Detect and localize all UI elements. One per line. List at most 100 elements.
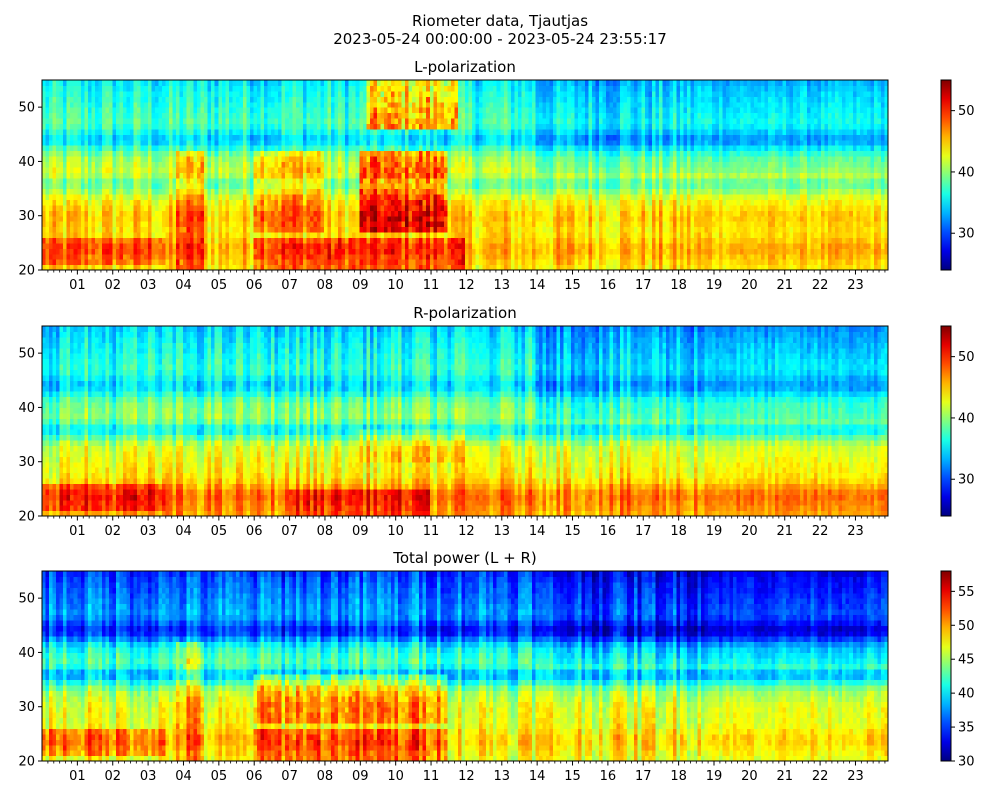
heatmap-cell (91, 243, 95, 249)
heatmap-cell (113, 161, 117, 167)
heatmap-cell (141, 189, 145, 195)
heatmap-cell (49, 129, 53, 135)
heatmap-cell (144, 156, 148, 162)
heatmap-cell (98, 221, 102, 227)
heatmap-cell (144, 254, 148, 260)
heatmap-cell (105, 227, 109, 233)
heatmap-cell (120, 85, 124, 91)
heatmap-cell (49, 237, 53, 243)
heatmap-cell (109, 96, 113, 102)
heatmap-cell (74, 167, 78, 173)
heatmap-cell (53, 118, 57, 124)
heatmap-cell (208, 237, 212, 243)
heatmap-cell (155, 210, 159, 216)
heatmap-cell (130, 123, 134, 129)
heatmap-cell (190, 102, 194, 108)
heatmap-cell (137, 85, 141, 91)
heatmap-cell (194, 199, 198, 205)
heatmap-cell (77, 107, 81, 113)
heatmap-cell (130, 156, 134, 162)
heatmap-cell (102, 140, 106, 146)
heatmap-cell (77, 113, 81, 119)
heatmap-cell (187, 91, 191, 97)
heatmap-cell (130, 210, 134, 216)
heatmap-cell (88, 123, 92, 129)
heatmap-cell (60, 134, 64, 140)
heatmap-cell (74, 232, 78, 238)
heatmap-cell (56, 237, 60, 243)
heatmap-cell (91, 205, 95, 211)
heatmap-cell (148, 216, 152, 222)
heatmap-cell (169, 227, 173, 233)
heatmap-cell (105, 123, 109, 129)
heatmap-cell (134, 151, 138, 157)
heatmap-cell (67, 199, 71, 205)
heatmap-cell (187, 189, 191, 195)
heatmap-cell (120, 102, 124, 108)
heatmap-cell (197, 227, 201, 233)
heatmap-cell (116, 199, 120, 205)
heatmap-cell (56, 205, 60, 211)
heatmap-cell (158, 107, 162, 113)
heatmap-cell (95, 151, 99, 157)
heatmap-cell (116, 156, 120, 162)
heatmap-cell (169, 248, 173, 254)
heatmap-cell (148, 232, 152, 238)
heatmap-cell (98, 210, 102, 216)
heatmap-cell (148, 189, 152, 195)
heatmap-cell (105, 113, 109, 119)
heatmap-cell (113, 129, 117, 135)
heatmap-cell (165, 232, 169, 238)
heatmap-cell (155, 107, 159, 113)
heatmap-cell (95, 259, 99, 265)
heatmap-cell (109, 178, 113, 184)
heatmap-cell (183, 205, 187, 211)
heatmap-cell (204, 129, 208, 135)
heatmap-cell (116, 259, 120, 265)
heatmap-cell (81, 183, 85, 189)
heatmap-cell (197, 107, 201, 113)
heatmap-cell (88, 129, 92, 135)
heatmap-cell (88, 118, 92, 124)
heatmap-cell (56, 80, 60, 86)
heatmap-cell (77, 194, 81, 200)
heatmap-cell (148, 237, 152, 243)
heatmap-cell (42, 85, 46, 91)
heatmap-cell (109, 243, 113, 249)
heatmap-cell (95, 221, 99, 227)
heatmap-cell (155, 254, 159, 260)
heatmap-cell (46, 254, 50, 260)
heatmap-cell (204, 118, 208, 124)
heatmap-cell (141, 80, 145, 86)
heatmap-cell (179, 194, 183, 200)
heatmap-cell (53, 161, 57, 167)
heatmap-cell (70, 129, 74, 135)
heatmap-cell (148, 178, 152, 184)
heatmap-cell (113, 216, 117, 222)
heatmap-cell (162, 102, 166, 108)
heatmap-cell (63, 183, 67, 189)
heatmap-cell (197, 85, 201, 91)
heatmap-cell (105, 145, 109, 151)
heatmap-cell (113, 134, 117, 140)
heatmap-cell (102, 194, 106, 200)
heatmap-cell (141, 129, 145, 135)
heatmap-cell (88, 243, 92, 249)
heatmap-cell (67, 254, 71, 260)
heatmap-cell (116, 189, 120, 195)
heatmap-cell (53, 189, 57, 195)
heatmap-cell (204, 134, 208, 140)
heatmap-cell (134, 80, 138, 86)
heatmap-cell (74, 227, 78, 233)
heatmap-cell (204, 80, 208, 86)
heatmap-cell (208, 259, 212, 265)
heatmap-cell (116, 243, 120, 249)
heatmap-cell (141, 156, 145, 162)
heatmap-cell (120, 227, 124, 233)
heatmap-cell (116, 140, 120, 146)
heatmap-cell (183, 96, 187, 102)
heatmap-cell (123, 178, 127, 184)
heatmap-cell (151, 118, 155, 124)
heatmap-cell (84, 123, 88, 129)
heatmap-cell (49, 145, 53, 151)
